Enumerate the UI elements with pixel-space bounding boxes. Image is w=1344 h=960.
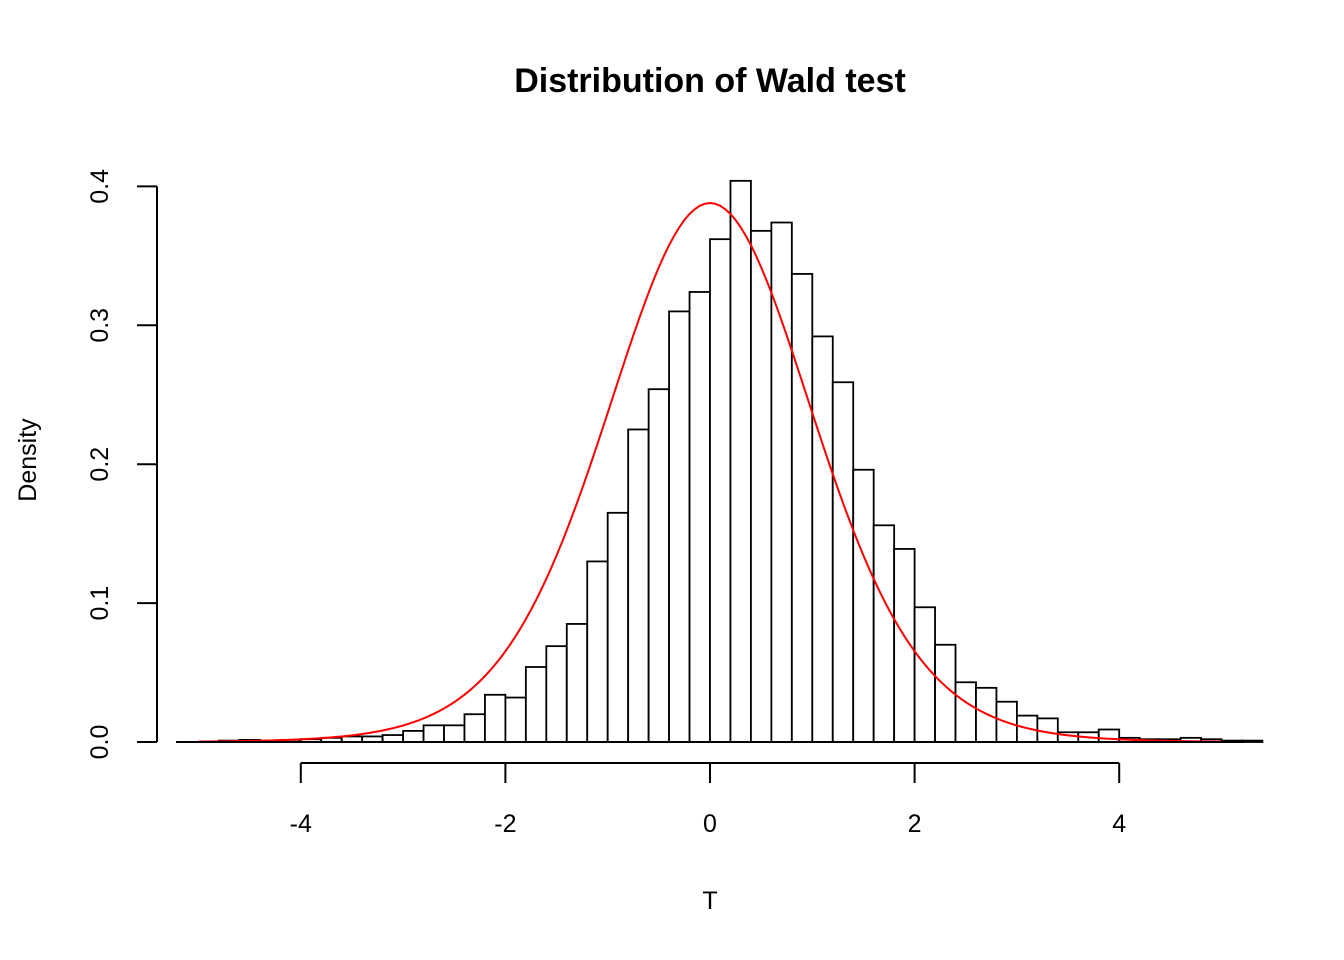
histogram-bar: [709, 238, 732, 743]
histogram-bar: [524, 666, 548, 743]
histogram-bar: [852, 468, 875, 743]
histogram-bar: [913, 606, 936, 743]
histogram-bar: [811, 335, 834, 743]
chart-title: Distribution of Wald test: [514, 62, 906, 100]
histogram-bar: [1241, 739, 1264, 743]
histogram-bar: [422, 724, 445, 743]
histogram-bar: [463, 713, 486, 743]
x-tick-label: -2: [494, 810, 516, 838]
y-tick-label: 0.3: [86, 308, 114, 343]
x-tick-label: -4: [290, 810, 312, 838]
y-tick-label: 0.1: [86, 586, 114, 621]
x-tick-label: 0: [703, 810, 717, 838]
histogram-bar: [750, 229, 773, 743]
histogram-bar: [729, 179, 752, 743]
x-axis: -4 -2 0 2 4: [290, 762, 1126, 838]
x-tick-label: 2: [908, 810, 922, 838]
y-tick-label: 0.0: [86, 725, 114, 760]
histogram-bar: [688, 291, 711, 743]
y-tick-label: 0.4: [86, 169, 114, 204]
histogram-bar: [586, 560, 609, 743]
histogram-bar: [565, 623, 589, 743]
y-tick-label: 0.2: [86, 447, 114, 482]
histogram-bar: [545, 645, 568, 743]
histogram-bar: [381, 734, 405, 743]
histogram-bar: [606, 511, 630, 743]
histogram-bar: [504, 696, 527, 743]
histogram-bars: [218, 179, 1264, 743]
histogram-bar: [647, 388, 670, 743]
y-axis: 0.0 0.1 0.2 0.3 0.4: [86, 169, 158, 760]
histogram-bar: [443, 724, 466, 743]
density-curve: [198, 202, 1222, 743]
y-axis-label: Density: [14, 418, 42, 502]
histogram-bar: [668, 310, 691, 743]
x-axis-label: T: [702, 887, 717, 915]
histogram-bar: [872, 524, 896, 743]
histogram-bar: [954, 681, 977, 743]
histogram-bar: [627, 428, 650, 743]
x-tick-label: 4: [1112, 810, 1126, 838]
histogram-bar: [831, 381, 855, 743]
histogram-bar: [790, 273, 814, 743]
histogram-bar: [484, 693, 507, 743]
histogram-bar: [402, 729, 425, 743]
